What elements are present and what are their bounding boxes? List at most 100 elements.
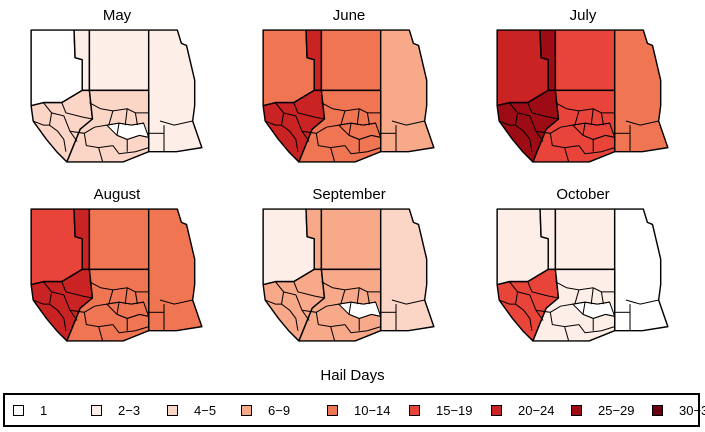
legend-swatch (13, 404, 24, 416)
district-boundary (83, 133, 113, 149)
district-boundary (159, 299, 193, 305)
district-boundary (83, 312, 113, 328)
district-boundary (264, 120, 282, 126)
district-boundary (61, 281, 93, 299)
district-boundary (514, 112, 533, 152)
district-boundary (275, 281, 310, 321)
district-boundary (366, 112, 370, 126)
district-boundary (535, 303, 573, 313)
legend-swatch (91, 404, 102, 416)
district-boundary (549, 312, 579, 328)
panel-title: June (332, 7, 366, 24)
district-boundary (280, 112, 299, 152)
district-boundary (514, 291, 533, 331)
map-panel-july: July (470, 6, 696, 166)
district-boundary (108, 289, 114, 305)
district-boundary (391, 120, 425, 126)
region-map (30, 208, 203, 342)
panel-title: May (102, 7, 132, 24)
region-map (496, 29, 669, 163)
district-boundary (48, 291, 67, 331)
legend-label: 15−19 (436, 402, 473, 418)
district-boundary (69, 124, 107, 134)
legend-swatch (327, 404, 338, 416)
district-boundary (344, 324, 381, 334)
legend-label: 6−9 (268, 402, 291, 418)
district-boundary (124, 108, 128, 126)
district-boundary (590, 287, 594, 305)
district-boundary (100, 287, 149, 293)
legend-swatch (652, 404, 663, 416)
district-boundary (280, 291, 299, 331)
district-boundary (578, 145, 615, 155)
legend-swatch (571, 404, 582, 416)
map-panel-october: October (470, 185, 696, 345)
district-boundary (509, 102, 544, 142)
district-boundary (527, 102, 559, 120)
district-boundary (112, 145, 149, 155)
legend-label: 4−5 (194, 402, 217, 418)
region-north_mid (320, 29, 382, 92)
legend-item: 10−14 (327, 395, 391, 425)
district-boundary (549, 133, 579, 149)
legend-label: 20−24 (518, 402, 555, 418)
district-boundary (555, 102, 567, 110)
district-boundary (578, 324, 615, 334)
district-boundary (498, 120, 516, 126)
legend-swatch (491, 404, 502, 416)
district-boundary (112, 324, 149, 334)
legend-item: 2−3 (91, 395, 140, 425)
panel-title: July (569, 7, 597, 24)
region-map (262, 208, 435, 342)
map-panel-june: June (236, 6, 462, 166)
map-panel-august: August (4, 185, 230, 345)
district-boundary (340, 110, 346, 126)
district-boundary (315, 133, 345, 149)
district-boundary (301, 124, 339, 134)
district-boundary (574, 289, 580, 305)
district-boundary (564, 147, 570, 163)
region-north_mid (88, 29, 150, 92)
district-boundary (356, 287, 360, 305)
district-boundary (330, 147, 336, 163)
map-panel-september: September (236, 185, 462, 345)
district-boundary (391, 299, 425, 305)
district-boundary (527, 281, 559, 299)
district-boundary (89, 102, 101, 110)
district-boundary (43, 281, 78, 321)
region-map (30, 29, 203, 163)
legend-item: 15−19 (409, 395, 473, 425)
district-boundary (625, 299, 659, 305)
panel-title: October (556, 186, 610, 203)
district-boundary (566, 108, 615, 114)
district-boundary (321, 102, 333, 110)
district-boundary (330, 326, 336, 342)
district-boundary (535, 124, 573, 134)
legend-item: 1 (13, 395, 47, 425)
district-boundary (509, 281, 544, 321)
legend-label: 25−29 (598, 402, 635, 418)
region-map (262, 29, 435, 163)
district-boundary (98, 326, 104, 342)
legend-title: Hail Days (320, 367, 385, 384)
region-north_mid (88, 208, 150, 271)
legend-swatch (167, 404, 178, 416)
region-north_mid (554, 29, 616, 92)
legend-label: 1 (40, 402, 48, 418)
district-boundary (366, 291, 370, 305)
district-boundary (275, 102, 310, 142)
district-boundary (332, 108, 381, 114)
district-boundary (159, 120, 193, 126)
district-boundary (356, 108, 360, 126)
map-panel-may: May (4, 6, 230, 166)
district-boundary (69, 303, 107, 313)
district-boundary (600, 291, 604, 305)
legend: 1 2−3 4−5 6−9 10−14 15−19 20−24 25−29 30−31 (3, 393, 705, 427)
district-boundary (293, 281, 325, 299)
legend-swatch (409, 404, 420, 416)
panel-title: September (312, 186, 386, 203)
district-boundary (344, 145, 381, 155)
district-boundary (321, 281, 333, 289)
district-boundary (134, 291, 138, 305)
legend-label: 10−14 (354, 402, 391, 418)
